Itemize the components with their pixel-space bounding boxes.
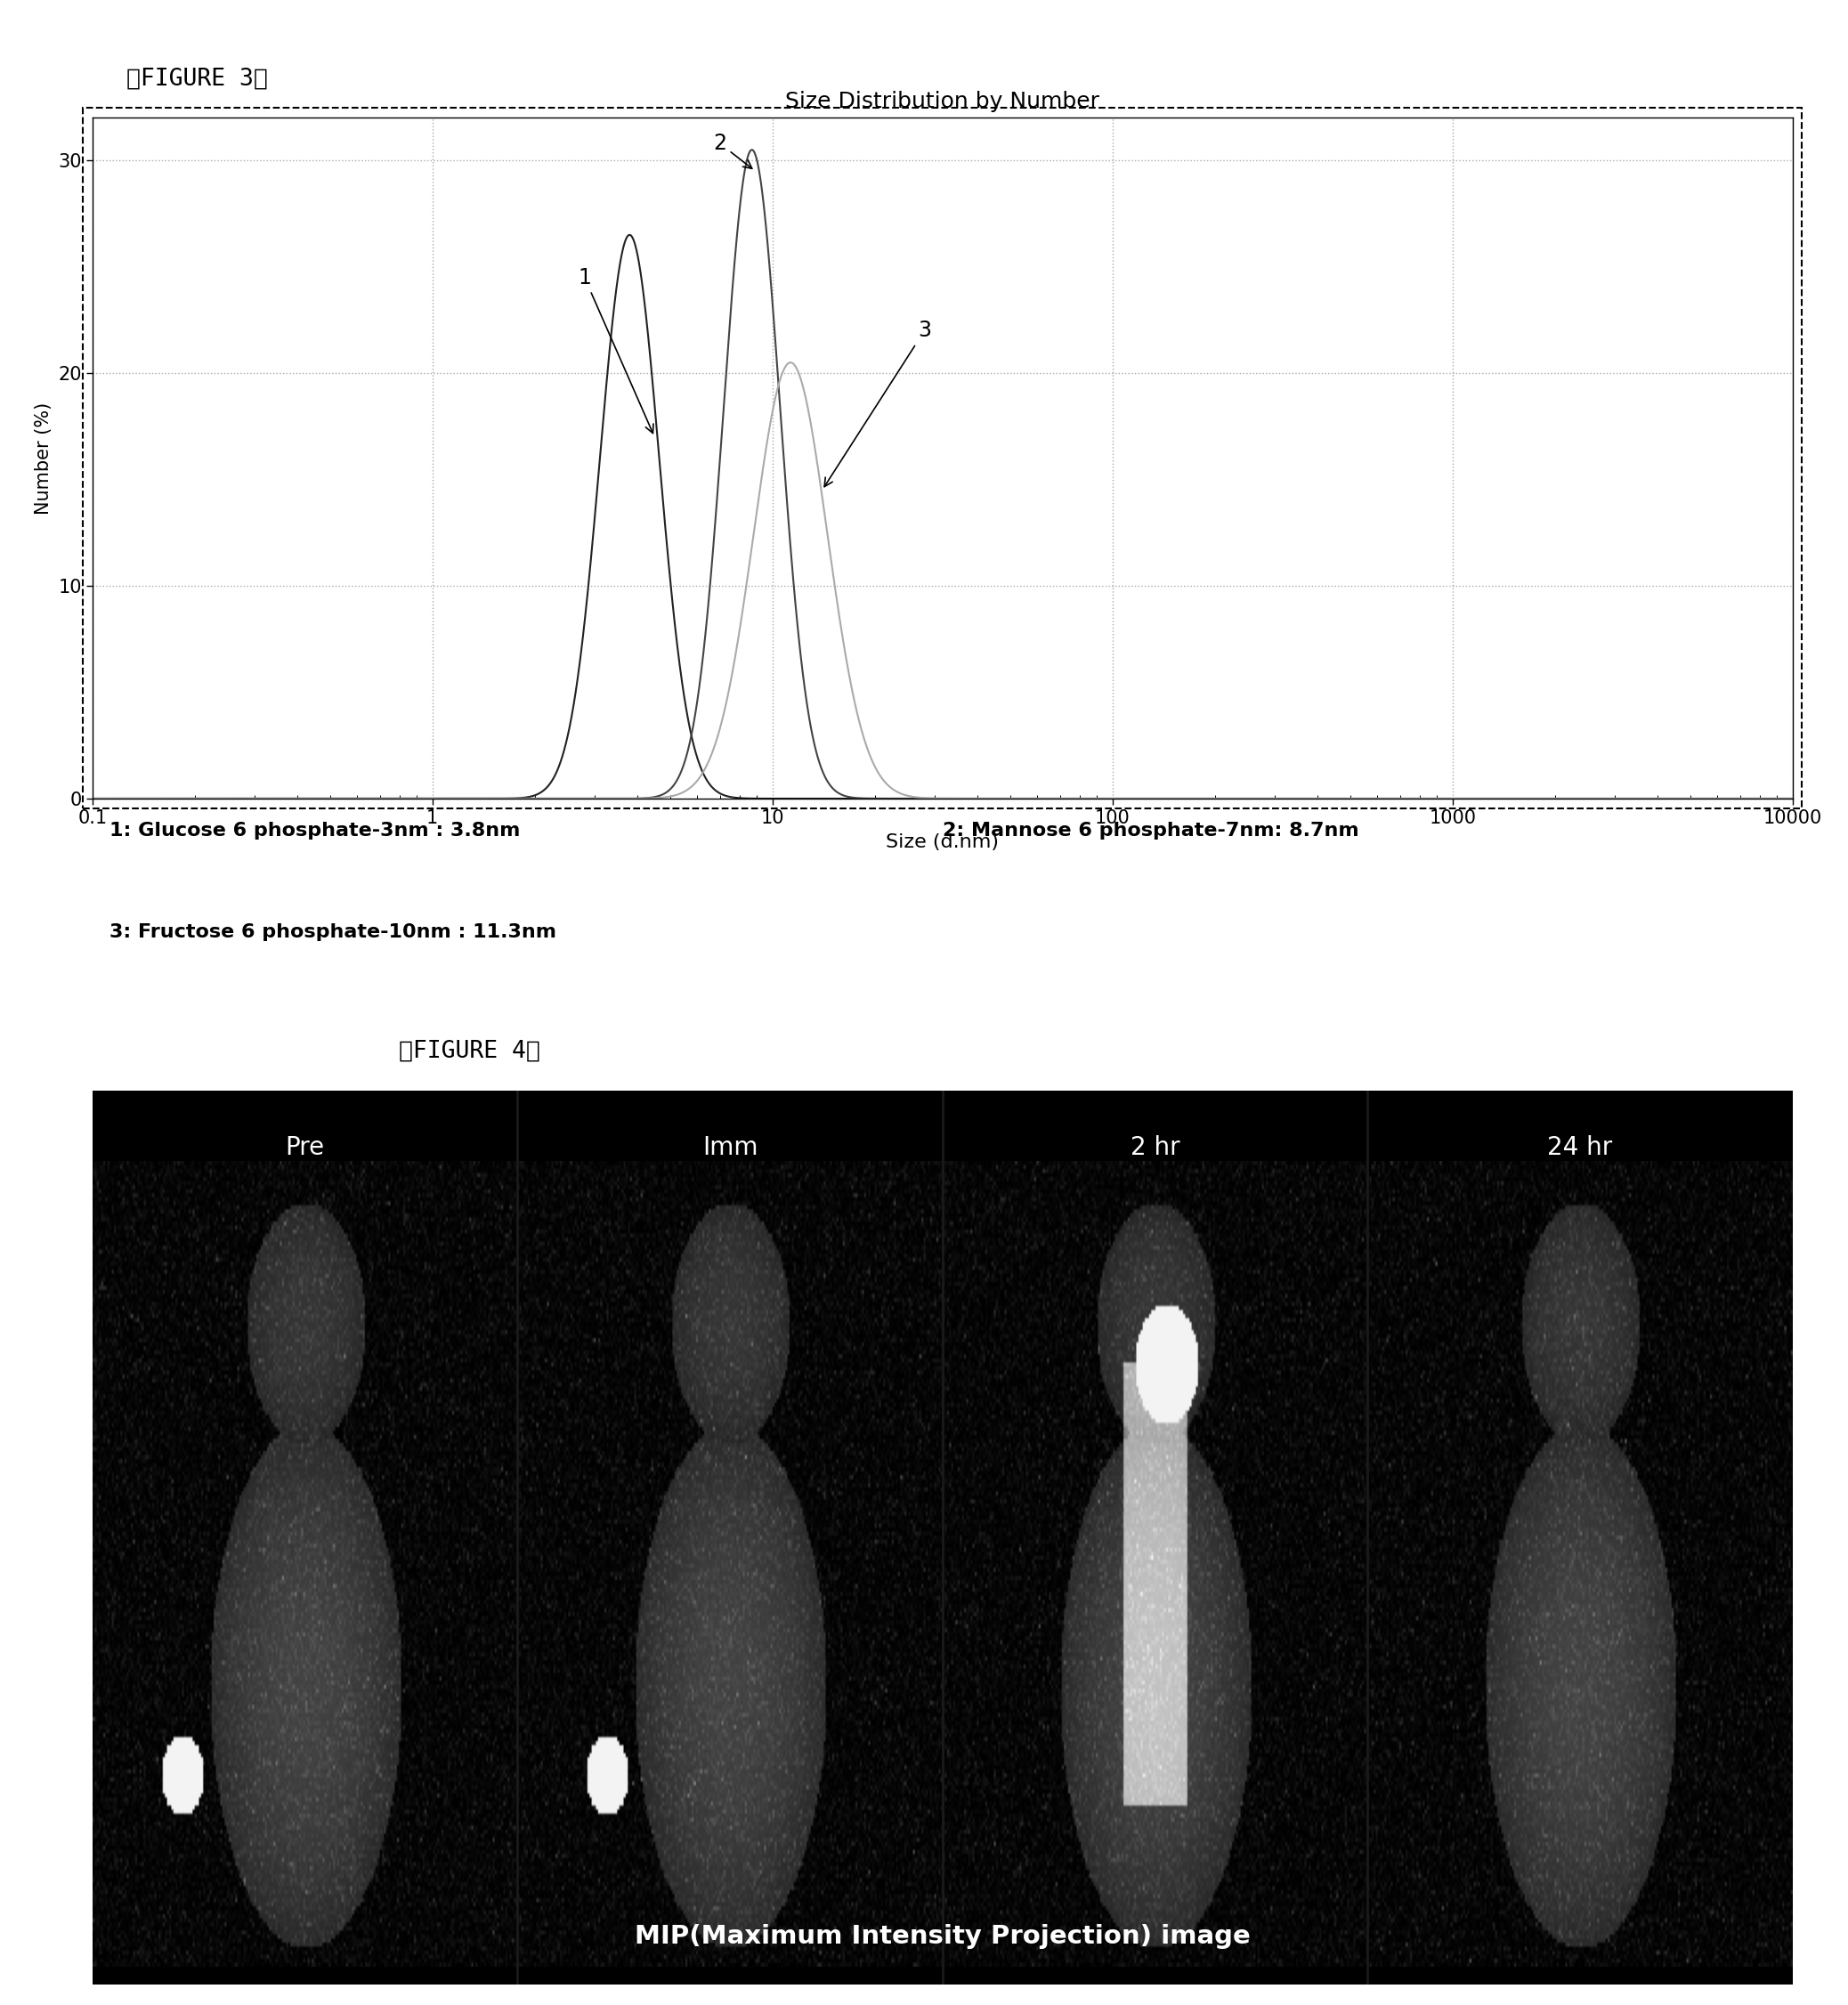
Text: MIP(Maximum Intensity Projection) image: MIP(Maximum Intensity Projection) image xyxy=(634,1925,1251,1949)
Text: 1: 1 xyxy=(578,267,654,433)
Text: 3: Fructose 6 phosphate-10nm : 11.3nm: 3: Fructose 6 phosphate-10nm : 11.3nm xyxy=(109,922,556,940)
Text: 24 hr: 24 hr xyxy=(1547,1135,1613,1161)
Text: 2: 2 xyxy=(713,132,752,168)
X-axis label: Size (d.nm): Size (d.nm) xyxy=(885,834,1000,850)
Text: 2: Mannose 6 phosphate-7nm: 8.7nm: 2: Mannose 6 phosphate-7nm: 8.7nm xyxy=(942,822,1358,840)
Text: Imm: Imm xyxy=(702,1135,758,1161)
Text: 1: Glucose 6 phosphate-3nm : 3.8nm: 1: Glucose 6 phosphate-3nm : 3.8nm xyxy=(109,822,519,840)
Text: 3: 3 xyxy=(824,321,931,487)
Text: Pre: Pre xyxy=(285,1135,325,1161)
Text: 【FIGURE 4】: 【FIGURE 4】 xyxy=(399,1041,540,1063)
Text: 2 hr: 2 hr xyxy=(1131,1135,1179,1161)
Y-axis label: Number (%): Number (%) xyxy=(35,403,52,515)
Title: Size Distribution by Number: Size Distribution by Number xyxy=(785,90,1100,112)
Text: 【FIGURE 3】: 【FIGURE 3】 xyxy=(126,68,268,90)
